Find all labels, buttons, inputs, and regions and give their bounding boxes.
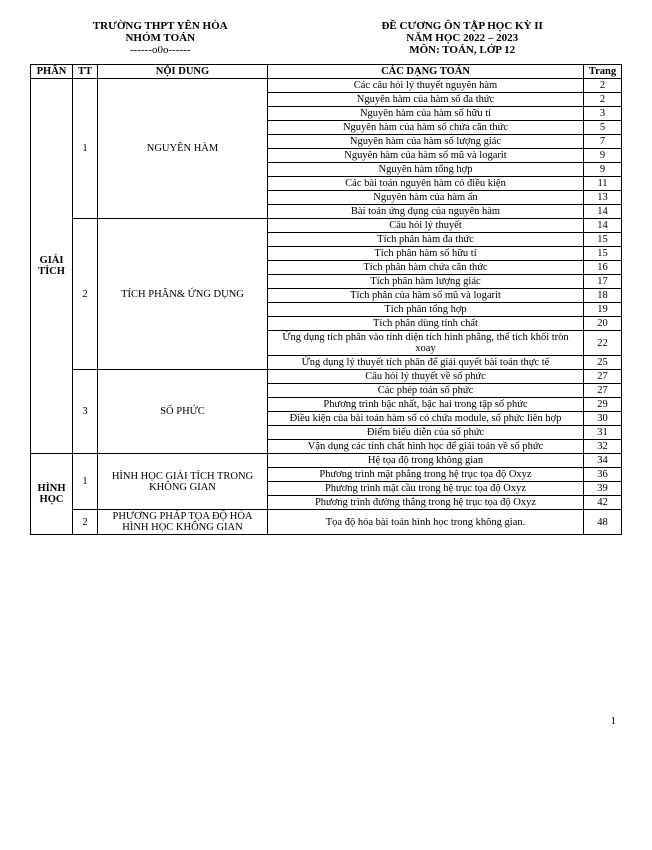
page-cell: 42	[584, 496, 622, 510]
page-cell: 2	[584, 93, 622, 107]
page-number: 1	[30, 715, 622, 727]
page-cell: 3	[584, 107, 622, 121]
document-header: TRƯỜNG THPT YÊN HÒA NHÓM TOÁN ------o0o-…	[30, 20, 622, 56]
dang-cell: Vận dụng các tính chất hình học để giải …	[268, 440, 584, 454]
header-left: TRƯỜNG THPT YÊN HÒA NHÓM TOÁN ------o0o-…	[30, 20, 290, 56]
tt-cell: 2	[73, 510, 98, 535]
col-noidung-header: NỘI DUNG	[98, 65, 268, 79]
school-name: TRƯỜNG THPT YÊN HÒA	[30, 20, 290, 32]
tt-cell: 1	[73, 454, 98, 510]
dang-cell: Nguyên hàm tổng hợp	[268, 163, 584, 177]
page-cell: 31	[584, 426, 622, 440]
page-cell: 15	[584, 233, 622, 247]
page-cell: 16	[584, 261, 622, 275]
page-cell: 5	[584, 121, 622, 135]
dang-cell: Câu hỏi lý thuyết	[268, 219, 584, 233]
page-cell: 9	[584, 149, 622, 163]
page-cell: 27	[584, 370, 622, 384]
page-cell: 14	[584, 205, 622, 219]
dang-cell: Phương trình mặt phẳng trong hệ trục tọa…	[268, 468, 584, 482]
header-right: ĐỀ CƯƠNG ÔN TẬP HỌC KỲ II NĂM HỌC 2022 –…	[302, 20, 622, 56]
page-cell: 34	[584, 454, 622, 468]
dang-cell: Phương trình đường thẳng trong hệ trục t…	[268, 496, 584, 510]
table-header-row: PHẦN TT NỘI DUNG CÁC DẠNG TOÁN Trang	[31, 65, 622, 79]
col-trang-header: Trang	[584, 65, 622, 79]
phan-cell: GIẢITÍCH	[31, 79, 73, 454]
dang-cell: Điểm biểu diễn của số phức	[268, 426, 584, 440]
group-name: NHÓM TOÁN	[30, 32, 290, 44]
dang-cell: Phương trình bậc nhất, bậc hai trong tập…	[268, 398, 584, 412]
page-cell: 18	[584, 289, 622, 303]
noidung-cell: HÌNH HỌC GIẢI TÍCH TRONG KHÔNG GIAN	[98, 454, 268, 510]
dang-cell: Tích phân tổng hợp	[268, 303, 584, 317]
dang-cell: Tích phân dùng tính chất	[268, 317, 584, 331]
page-cell: 14	[584, 219, 622, 233]
outline-table: PHẦN TT NỘI DUNG CÁC DẠNG TOÁN Trang GIẢ…	[30, 64, 622, 535]
dang-cell: Các bài toán nguyên hàm có điều kiện	[268, 177, 584, 191]
page-cell: 13	[584, 191, 622, 205]
dang-cell: Điều kiện của bài toán hàm số có chứa mo…	[268, 412, 584, 426]
page-cell: 22	[584, 331, 622, 356]
col-tt-header: TT	[73, 65, 98, 79]
subject: MÔN: TOÁN, LỚP 12	[302, 44, 622, 56]
noidung-cell: PHƯƠNG PHÁP TỌA ĐỘ HÓA HÌNH HỌC KHÔNG GI…	[98, 510, 268, 535]
page-cell: 27	[584, 384, 622, 398]
tt-cell: 3	[73, 370, 98, 454]
page-cell: 32	[584, 440, 622, 454]
doc-title: ĐỀ CƯƠNG ÔN TẬP HỌC KỲ II	[302, 20, 622, 32]
table-row: 2PHƯƠNG PHÁP TỌA ĐỘ HÓA HÌNH HỌC KHÔNG G…	[31, 510, 622, 535]
page-cell: 39	[584, 482, 622, 496]
dang-cell: Ứng dụng lý thuyết tích phân để giải quy…	[268, 356, 584, 370]
table-row: GIẢITÍCH1NGUYÊN HÀMCác câu hỏi lý thuyết…	[31, 79, 622, 93]
dang-cell: Tích phân hàm lượng giác	[268, 275, 584, 289]
dang-cell: Các câu hỏi lý thuyết nguyên hàm	[268, 79, 584, 93]
page-cell: 17	[584, 275, 622, 289]
page-cell: 15	[584, 247, 622, 261]
page-cell: 25	[584, 356, 622, 370]
dang-cell: Tích phân của hàm số mũ và logarit	[268, 289, 584, 303]
page-cell: 11	[584, 177, 622, 191]
dang-cell: Hệ tọa độ trong không gian	[268, 454, 584, 468]
dang-cell: Nguyên hàm của hàm số mũ và logarit	[268, 149, 584, 163]
page-cell: 9	[584, 163, 622, 177]
dang-cell: Tích phân hàm đa thức	[268, 233, 584, 247]
dang-cell: Câu hỏi lý thuyết về số phức	[268, 370, 584, 384]
dang-cell: Nguyên hàm của hàm số hữu tỉ	[268, 107, 584, 121]
school-year: NĂM HỌC 2022 – 2023	[302, 32, 622, 44]
dang-cell: Nguyên hàm của hàm số đa thức	[268, 93, 584, 107]
noidung-cell: NGUYÊN HÀM	[98, 79, 268, 219]
dang-cell: Phương trình mặt cầu trong hệ trục tọa đ…	[268, 482, 584, 496]
page-cell: 48	[584, 510, 622, 535]
dang-cell: Ứng dụng tích phân vào tính diện tích hì…	[268, 331, 584, 356]
col-phan-header: PHẦN	[31, 65, 73, 79]
dang-cell: Bài toán ứng dụng của nguyên hàm	[268, 205, 584, 219]
page-cell: 36	[584, 468, 622, 482]
table-row: 2TÍCH PHÂN& ỨNG DỤNGCâu hỏi lý thuyết14	[31, 219, 622, 233]
dang-cell: Nguyên hàm của hàm số chứa căn thức	[268, 121, 584, 135]
dang-cell: Các phép toán số phức	[268, 384, 584, 398]
dang-cell: Nguyên hàm của hàm số lượng giác	[268, 135, 584, 149]
page-cell: 19	[584, 303, 622, 317]
page-cell: 20	[584, 317, 622, 331]
table-row: HÌNHHỌC1HÌNH HỌC GIẢI TÍCH TRONG KHÔNG G…	[31, 454, 622, 468]
dang-cell: Tọa độ hóa bài toán hình học trong không…	[268, 510, 584, 535]
dang-cell: Nguyên hàm của hàm ẩn	[268, 191, 584, 205]
page-cell: 7	[584, 135, 622, 149]
dang-cell: Tích phân hàm số hữu tỉ	[268, 247, 584, 261]
tt-cell: 2	[73, 219, 98, 370]
table-row: 3SỐ PHỨCCâu hỏi lý thuyết về số phức27	[31, 370, 622, 384]
divider-o0o: ------o0o------	[30, 44, 290, 56]
col-dang-header: CÁC DẠNG TOÁN	[268, 65, 584, 79]
dang-cell: Tích phân hàm chứa căn thức	[268, 261, 584, 275]
noidung-cell: SỐ PHỨC	[98, 370, 268, 454]
phan-cell: HÌNHHỌC	[31, 454, 73, 535]
page-cell: 2	[584, 79, 622, 93]
page-cell: 30	[584, 412, 622, 426]
tt-cell: 1	[73, 79, 98, 219]
page-cell: 29	[584, 398, 622, 412]
noidung-cell: TÍCH PHÂN& ỨNG DỤNG	[98, 219, 268, 370]
